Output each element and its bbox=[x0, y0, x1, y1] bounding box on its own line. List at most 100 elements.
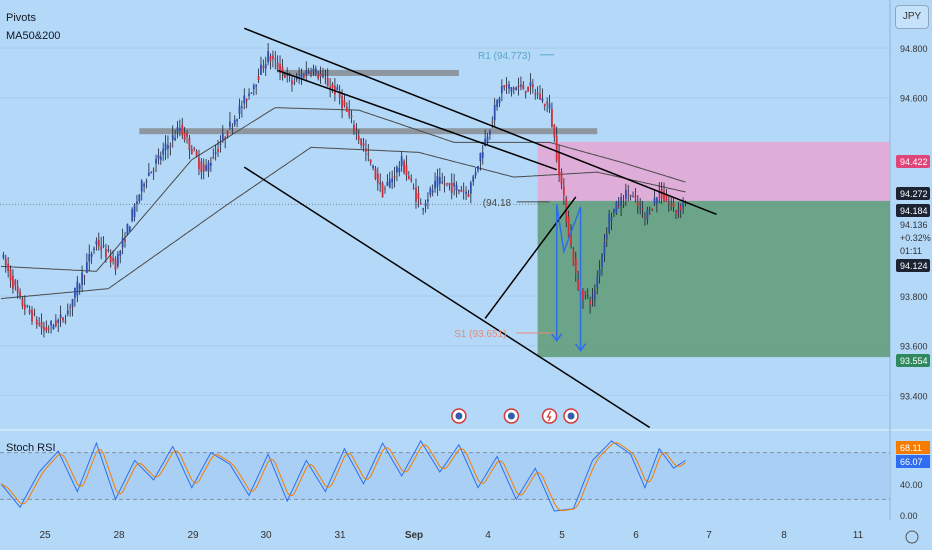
candle-body bbox=[186, 133, 188, 137]
candle-body bbox=[384, 188, 386, 190]
projection-arrows bbox=[551, 204, 587, 352]
candle-body bbox=[283, 75, 286, 79]
candle-body bbox=[365, 148, 367, 152]
candle-body bbox=[653, 197, 656, 204]
candle-body bbox=[577, 279, 580, 290]
candle-body bbox=[238, 105, 241, 114]
price-label: 94.422 bbox=[900, 157, 928, 167]
currency-button[interactable]: JPY bbox=[895, 5, 929, 29]
candle-body bbox=[312, 68, 315, 72]
bolt-event-icon bbox=[541, 408, 558, 424]
candle-body bbox=[224, 137, 227, 139]
stoch-d-line bbox=[0, 442, 686, 512]
candle-body bbox=[357, 135, 360, 140]
candle-body bbox=[546, 101, 549, 104]
event-markers[interactable] bbox=[451, 408, 579, 424]
candle-body bbox=[586, 294, 589, 297]
candle-body bbox=[410, 178, 413, 181]
time-tick-label: 5 bbox=[559, 530, 565, 541]
candle-body bbox=[510, 87, 513, 92]
candle-body bbox=[62, 317, 64, 321]
arrow-head bbox=[574, 343, 587, 352]
candle-body bbox=[505, 84, 508, 86]
candle-body bbox=[33, 313, 36, 315]
candle-body bbox=[307, 71, 310, 73]
price-label: 94.272 bbox=[900, 189, 928, 199]
price-tick-label: 93.800 bbox=[900, 292, 928, 302]
candle-body bbox=[116, 254, 119, 267]
price-label-bg bbox=[896, 155, 930, 168]
candle-body bbox=[319, 73, 322, 77]
candle-body bbox=[317, 75, 320, 79]
candle-body bbox=[74, 287, 76, 298]
candle-body bbox=[403, 161, 405, 173]
price-label: 93.554 bbox=[900, 356, 928, 366]
candle-body bbox=[372, 165, 374, 168]
candle-body bbox=[555, 135, 558, 161]
candle-body bbox=[267, 51, 270, 63]
candle-body bbox=[155, 158, 157, 164]
candle-body bbox=[682, 201, 685, 208]
candle-body bbox=[47, 328, 50, 330]
candle-body bbox=[534, 93, 537, 95]
candle-body bbox=[446, 182, 448, 184]
price-label: +0.32% bbox=[900, 233, 931, 243]
candle-body bbox=[665, 194, 668, 202]
stoch-d-value-label-bg bbox=[896, 441, 930, 454]
candle-body bbox=[252, 85, 255, 90]
candle-body bbox=[240, 106, 243, 108]
candle-body bbox=[589, 300, 591, 305]
ma-legend[interactable]: MA50&200 bbox=[6, 30, 61, 42]
candle-body bbox=[374, 168, 377, 179]
candle-body bbox=[481, 152, 484, 158]
candle-body bbox=[617, 206, 620, 208]
price-label: 94.136 bbox=[900, 220, 928, 230]
candle-body bbox=[264, 64, 267, 69]
settings-gear-icon bbox=[905, 530, 919, 544]
candle-body bbox=[345, 106, 348, 112]
candle-body bbox=[310, 72, 312, 74]
candle-body bbox=[431, 190, 434, 193]
time-axis[interactable]: 25 28 29 30 31 Sep 4 5 6 7 8 11 bbox=[39, 530, 919, 544]
candle-body bbox=[114, 259, 117, 270]
candle-body bbox=[257, 76, 260, 80]
candle-body bbox=[7, 263, 10, 272]
candle-body bbox=[23, 304, 26, 310]
candle-body bbox=[613, 208, 615, 213]
candle-body bbox=[369, 159, 372, 163]
candle-body bbox=[591, 297, 594, 299]
candle-body bbox=[498, 98, 501, 104]
candle-body bbox=[169, 145, 172, 147]
candle-body bbox=[396, 166, 398, 173]
candle-body bbox=[407, 176, 410, 180]
price-axis[interactable]: 94.800 94.600 93.800 93.600 93.400 94.422 94.2… bbox=[896, 44, 931, 401]
candle-body bbox=[35, 319, 38, 325]
trend-lines[interactable] bbox=[243, 27, 717, 429]
pivots-legend[interactable]: Pivots bbox=[6, 12, 36, 24]
candle-body bbox=[551, 108, 553, 127]
candle-body bbox=[539, 93, 541, 100]
price-tick-label: 94.600 bbox=[900, 94, 928, 104]
candle-body bbox=[360, 138, 363, 145]
candle-body bbox=[489, 130, 491, 135]
candle-body bbox=[245, 98, 248, 102]
candle-body bbox=[133, 205, 136, 217]
candle-body bbox=[171, 134, 174, 140]
candle-body bbox=[572, 249, 575, 266]
candle-body bbox=[596, 276, 599, 288]
candle-body bbox=[465, 191, 467, 194]
candle-body bbox=[16, 286, 19, 293]
candle-body bbox=[543, 103, 546, 107]
candle-body bbox=[59, 314, 62, 319]
candle-body bbox=[567, 216, 570, 237]
time-tick-label: 28 bbox=[113, 530, 125, 541]
time-tick-label: 30 bbox=[260, 530, 272, 541]
candle-body bbox=[291, 80, 293, 85]
candle-body bbox=[560, 171, 563, 185]
candle-body bbox=[593, 291, 596, 300]
stoch-rsi-pane[interactable]: 40.00 0.00 68.11 66.07 bbox=[0, 439, 930, 521]
candle-body bbox=[107, 249, 110, 251]
candle-body bbox=[515, 87, 518, 91]
stoch-rsi-legend[interactable]: Stoch RSI bbox=[6, 442, 56, 454]
